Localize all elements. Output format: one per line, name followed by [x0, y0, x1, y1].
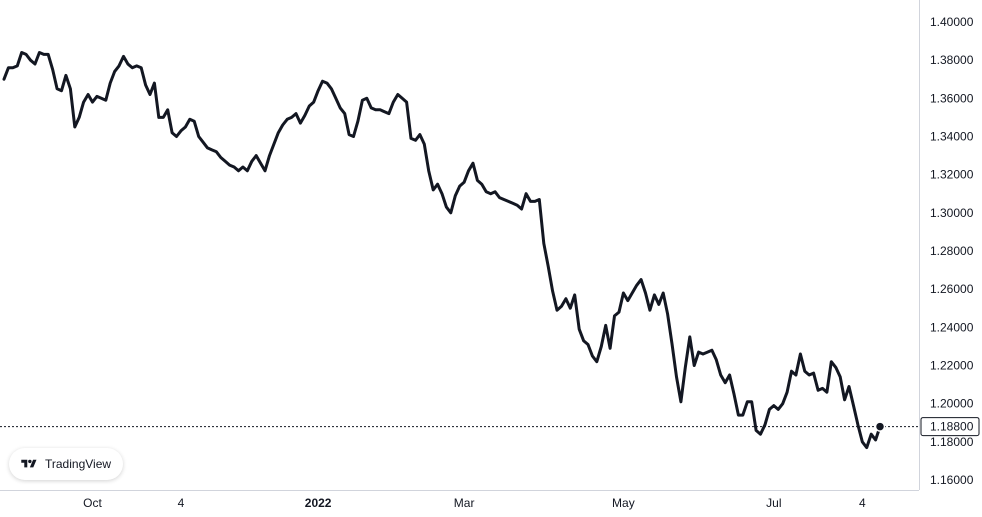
y-axis-ticks: 1.40000 1.38000 1.36000 1.34000 1.32000 1.300…: [930, 15, 974, 487]
last-price-point: [874, 421, 886, 432]
y-tick-label: 1.40000: [930, 15, 974, 29]
tradingview-logo-icon: [21, 459, 37, 468]
last-price-tag-box: [920, 417, 980, 437]
x-tick-label: Jul: [766, 496, 781, 510]
y-tick-label: 1.18000: [930, 435, 974, 449]
x-tick-label: May: [612, 496, 635, 510]
y-tick-label: 1.38000: [930, 53, 974, 67]
y-tick-label: 1.24000: [930, 320, 974, 334]
x-tick-label: 4: [178, 496, 185, 510]
x-tick-label: 4: [859, 496, 866, 510]
y-tick-label: 1.30000: [930, 206, 974, 220]
x-tick-label: Mar: [454, 496, 475, 510]
y-tick-label: 1.26000: [930, 282, 974, 296]
y-tick-label: 1.22000: [930, 359, 974, 373]
y-tick-label: 1.32000: [930, 168, 974, 182]
last-price-tag-label: 1.18800: [930, 420, 974, 434]
price-series-line: [2, 51, 882, 450]
x-tick-label: Oct: [83, 496, 102, 510]
tradingview-brand-label: TradingView: [45, 457, 112, 471]
y-tick-label: 1.34000: [930, 130, 974, 144]
x-axis-ticks: Oct 4 2022 Mar May Jul 4: [83, 496, 866, 510]
tradingview-badge[interactable]: TradingView: [9, 448, 124, 480]
y-tick-label: 1.28000: [930, 244, 974, 258]
last-price-tag: 1.18800: [920, 417, 980, 437]
y-tick-label: 1.20000: [930, 397, 974, 411]
x-tick-label: 2022: [305, 496, 332, 510]
y-tick-label: 1.16000: [930, 473, 974, 487]
y-tick-label: 1.36000: [930, 91, 974, 105]
